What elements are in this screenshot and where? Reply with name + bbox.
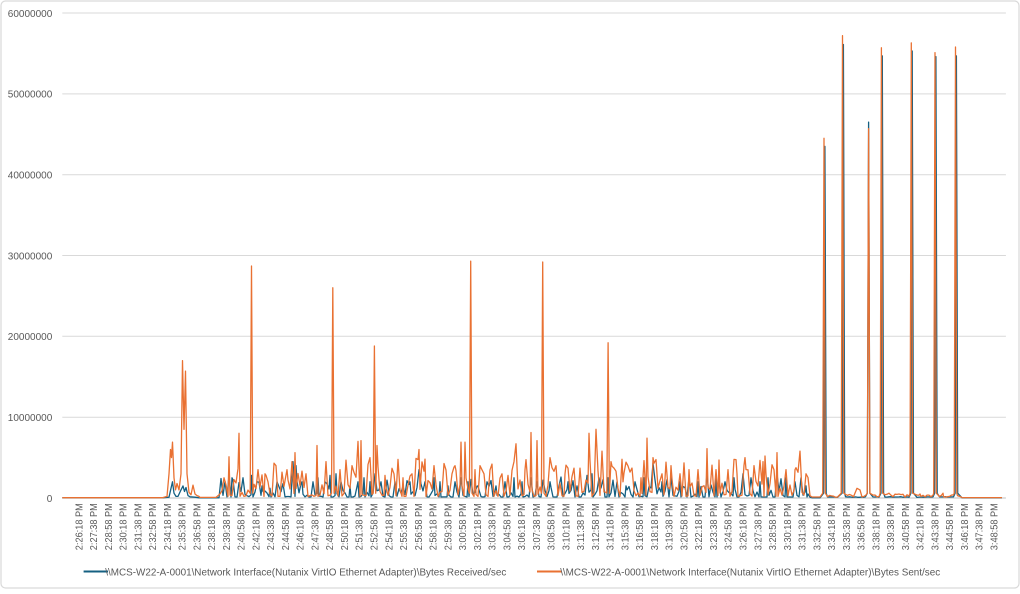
svg-text:3:32:58 PM: 3:32:58 PM bbox=[812, 503, 823, 550]
svg-text:3:44:58 PM: 3:44:58 PM bbox=[945, 503, 956, 550]
svg-text:40000000: 40000000 bbox=[8, 171, 53, 182]
svg-text:3:23:38 PM: 3:23:38 PM bbox=[709, 503, 720, 550]
svg-text:2:46:18 PM: 2:46:18 PM bbox=[296, 503, 307, 550]
svg-text:3:30:18 PM: 3:30:18 PM bbox=[783, 503, 794, 550]
svg-text:2:56:58 PM: 2:56:58 PM bbox=[414, 503, 425, 550]
svg-text:3:26:18 PM: 3:26:18 PM bbox=[739, 503, 750, 550]
svg-text:3:48:58 PM: 3:48:58 PM bbox=[989, 503, 1000, 550]
svg-text:30000000: 30000000 bbox=[8, 251, 53, 262]
svg-text:2:35:38 PM: 2:35:38 PM bbox=[178, 503, 189, 550]
svg-text:60000000: 60000000 bbox=[8, 9, 53, 20]
svg-text:50000000: 50000000 bbox=[8, 90, 53, 101]
svg-text:3:31:38 PM: 3:31:38 PM bbox=[798, 503, 809, 550]
svg-text:2:31:38 PM: 2:31:38 PM bbox=[133, 503, 144, 550]
svg-text:3:04:58 PM: 3:04:58 PM bbox=[502, 503, 513, 550]
svg-text:3:10:18 PM: 3:10:18 PM bbox=[561, 503, 572, 550]
svg-text:2:30:18 PM: 2:30:18 PM bbox=[119, 503, 130, 550]
svg-text:3:20:58 PM: 3:20:58 PM bbox=[680, 503, 691, 550]
svg-text:2:27:38 PM: 2:27:38 PM bbox=[89, 503, 100, 550]
svg-text:2:55:38 PM: 2:55:38 PM bbox=[399, 503, 410, 550]
svg-text:3:24:58 PM: 3:24:58 PM bbox=[724, 503, 735, 550]
svg-text:10000000: 10000000 bbox=[8, 413, 53, 424]
svg-text:3:15:38 PM: 3:15:38 PM bbox=[620, 503, 631, 550]
svg-text:3:27:38 PM: 3:27:38 PM bbox=[753, 503, 764, 550]
svg-text:3:34:18 PM: 3:34:18 PM bbox=[827, 503, 838, 550]
svg-text:2:28:58 PM: 2:28:58 PM bbox=[104, 503, 115, 550]
svg-text:2:39:38 PM: 2:39:38 PM bbox=[222, 503, 233, 550]
svg-text:2:47:38 PM: 2:47:38 PM bbox=[311, 503, 322, 550]
svg-text:3:46:18 PM: 3:46:18 PM bbox=[960, 503, 971, 550]
svg-text:3:38:18 PM: 3:38:18 PM bbox=[871, 503, 882, 550]
svg-text:3:14:18 PM: 3:14:18 PM bbox=[606, 503, 617, 550]
svg-text:3:00:58 PM: 3:00:58 PM bbox=[458, 503, 469, 550]
svg-text:2:34:18 PM: 2:34:18 PM bbox=[163, 503, 174, 550]
svg-text:3:06:18 PM: 3:06:18 PM bbox=[517, 503, 528, 550]
svg-text:2:32:58 PM: 2:32:58 PM bbox=[148, 503, 159, 550]
svg-text:2:52:58 PM: 2:52:58 PM bbox=[370, 503, 381, 550]
svg-text:3:02:18 PM: 3:02:18 PM bbox=[473, 503, 484, 550]
svg-text:3:40:58 PM: 3:40:58 PM bbox=[901, 503, 912, 550]
svg-text:3:35:38 PM: 3:35:38 PM bbox=[842, 503, 853, 550]
svg-text:2:54:18 PM: 2:54:18 PM bbox=[384, 503, 395, 550]
svg-text:2:36:58 PM: 2:36:58 PM bbox=[192, 503, 203, 550]
svg-text:2:26:18 PM: 2:26:18 PM bbox=[74, 503, 85, 550]
svg-text:\\MCS-W22-A-0001\Network Inter: \\MCS-W22-A-0001\Network Interface(Nutan… bbox=[105, 568, 506, 579]
svg-text:3:22:18 PM: 3:22:18 PM bbox=[694, 503, 705, 550]
svg-text:3:47:38 PM: 3:47:38 PM bbox=[975, 503, 986, 550]
svg-text:3:36:58 PM: 3:36:58 PM bbox=[857, 503, 868, 550]
svg-text:3:39:38 PM: 3:39:38 PM bbox=[886, 503, 897, 550]
svg-text:\\MCS-W22-A-0001\Network Inter: \\MCS-W22-A-0001\Network Interface(Nutan… bbox=[560, 568, 940, 579]
svg-text:2:51:38 PM: 2:51:38 PM bbox=[355, 503, 366, 550]
svg-text:3:18:18 PM: 3:18:18 PM bbox=[650, 503, 661, 550]
svg-text:2:44:58 PM: 2:44:58 PM bbox=[281, 503, 292, 550]
svg-text:0: 0 bbox=[47, 494, 53, 505]
svg-text:3:28:58 PM: 3:28:58 PM bbox=[768, 503, 779, 550]
svg-text:2:38:18 PM: 2:38:18 PM bbox=[207, 503, 218, 550]
svg-text:2:42:18 PM: 2:42:18 PM bbox=[251, 503, 262, 550]
svg-text:2:43:38 PM: 2:43:38 PM bbox=[266, 503, 277, 550]
svg-text:3:07:38 PM: 3:07:38 PM bbox=[532, 503, 543, 550]
svg-text:2:58:18 PM: 2:58:18 PM bbox=[429, 503, 440, 550]
svg-text:2:40:58 PM: 2:40:58 PM bbox=[237, 503, 248, 550]
svg-text:3:43:38 PM: 3:43:38 PM bbox=[930, 503, 941, 550]
svg-text:2:50:18 PM: 2:50:18 PM bbox=[340, 503, 351, 550]
svg-text:3:03:38 PM: 3:03:38 PM bbox=[488, 503, 499, 550]
svg-text:3:42:18 PM: 3:42:18 PM bbox=[916, 503, 927, 550]
svg-text:20000000: 20000000 bbox=[8, 332, 53, 343]
svg-text:2:59:38 PM: 2:59:38 PM bbox=[443, 503, 454, 550]
svg-text:3:19:38 PM: 3:19:38 PM bbox=[665, 503, 676, 550]
svg-text:3:12:58 PM: 3:12:58 PM bbox=[591, 503, 602, 550]
svg-text:3:16:58 PM: 3:16:58 PM bbox=[635, 503, 646, 550]
svg-text:3:11:38 PM: 3:11:38 PM bbox=[576, 503, 587, 550]
svg-text:3:08:58 PM: 3:08:58 PM bbox=[547, 503, 558, 550]
svg-text:2:48:58 PM: 2:48:58 PM bbox=[325, 503, 336, 550]
